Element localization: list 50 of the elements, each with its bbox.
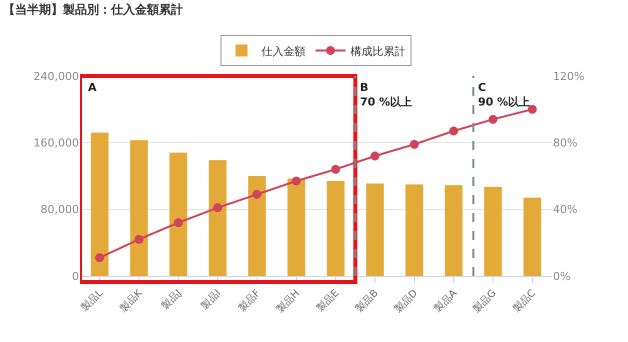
- y2-tick-label: 120%: [553, 70, 584, 83]
- y-tick-label: 160,000: [34, 136, 79, 150]
- x-tick-label: 製品K: [117, 286, 145, 314]
- y-tick-label: 240,000: [34, 70, 79, 83]
- bar: [130, 140, 148, 276]
- x-tick-label: 製品E: [314, 287, 342, 314]
- y2-tick-label: 0%: [553, 270, 570, 283]
- point: [410, 140, 419, 149]
- x-tick-label: 製品C: [510, 287, 538, 315]
- bar: [523, 198, 542, 276]
- y-tick-label: 80,000: [40, 203, 79, 216]
- bar: [405, 184, 424, 276]
- point: [252, 190, 262, 199]
- point: [134, 234, 144, 244]
- bar: [366, 184, 384, 276]
- point: [292, 176, 301, 186]
- x-tick-label: 製品H: [274, 287, 302, 316]
- chart-title: 【当半期】製品別：仕入金額累計: [3, 2, 184, 17]
- point: [370, 152, 380, 160]
- bar: [326, 181, 345, 276]
- bar: [90, 132, 109, 276]
- y2-tick-label: 80%: [553, 136, 578, 150]
- point: [174, 218, 183, 228]
- point: [449, 126, 458, 136]
- x-tick-label: 製品I: [198, 287, 224, 312]
- y-tick-label: 0: [72, 270, 79, 283]
- bar: [484, 186, 502, 276]
- bar: [169, 152, 188, 276]
- bar: [287, 178, 306, 276]
- y2-tick-label: 40%: [553, 203, 578, 216]
- annotation: B 70 %以上: [360, 81, 412, 108]
- legend-label: 構成比累計: [350, 44, 406, 58]
- x-tick-label: 製品B: [353, 287, 381, 315]
- point: [331, 164, 340, 174]
- legend-label: 仕入金額: [262, 44, 306, 58]
- bar: [248, 176, 266, 276]
- x-tick-label: 製品L: [78, 286, 106, 314]
- x-tick-label: 製品G: [470, 287, 499, 316]
- x-tick-label: 製品A: [432, 287, 460, 315]
- bar: [444, 185, 463, 276]
- point: [95, 253, 104, 262]
- bar: [208, 160, 227, 276]
- x-tick-label: 製品F: [236, 287, 263, 314]
- x-tick-label: 製品D: [392, 286, 420, 316]
- point: [213, 203, 222, 212]
- annotation: A: [88, 81, 97, 94]
- point: [488, 114, 498, 124]
- x-tick-label: 製品J: [159, 287, 184, 312]
- point: [528, 104, 537, 114]
- annotation: C 90 %以上: [478, 81, 530, 108]
